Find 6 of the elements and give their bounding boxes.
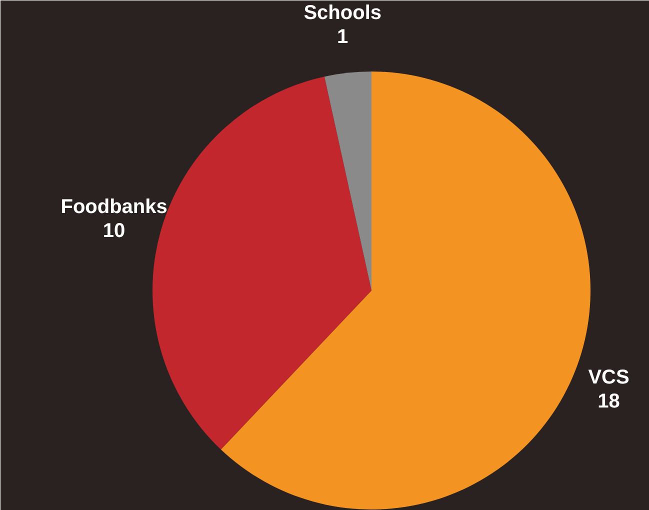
data-label: 18 (598, 390, 620, 412)
data-label: 1 (337, 26, 348, 48)
slice-label: Schools (304, 2, 382, 24)
slice-label: Foodbanks (60, 196, 168, 218)
data-label: 10 (102, 220, 126, 242)
slice-label: VCS (588, 366, 630, 388)
